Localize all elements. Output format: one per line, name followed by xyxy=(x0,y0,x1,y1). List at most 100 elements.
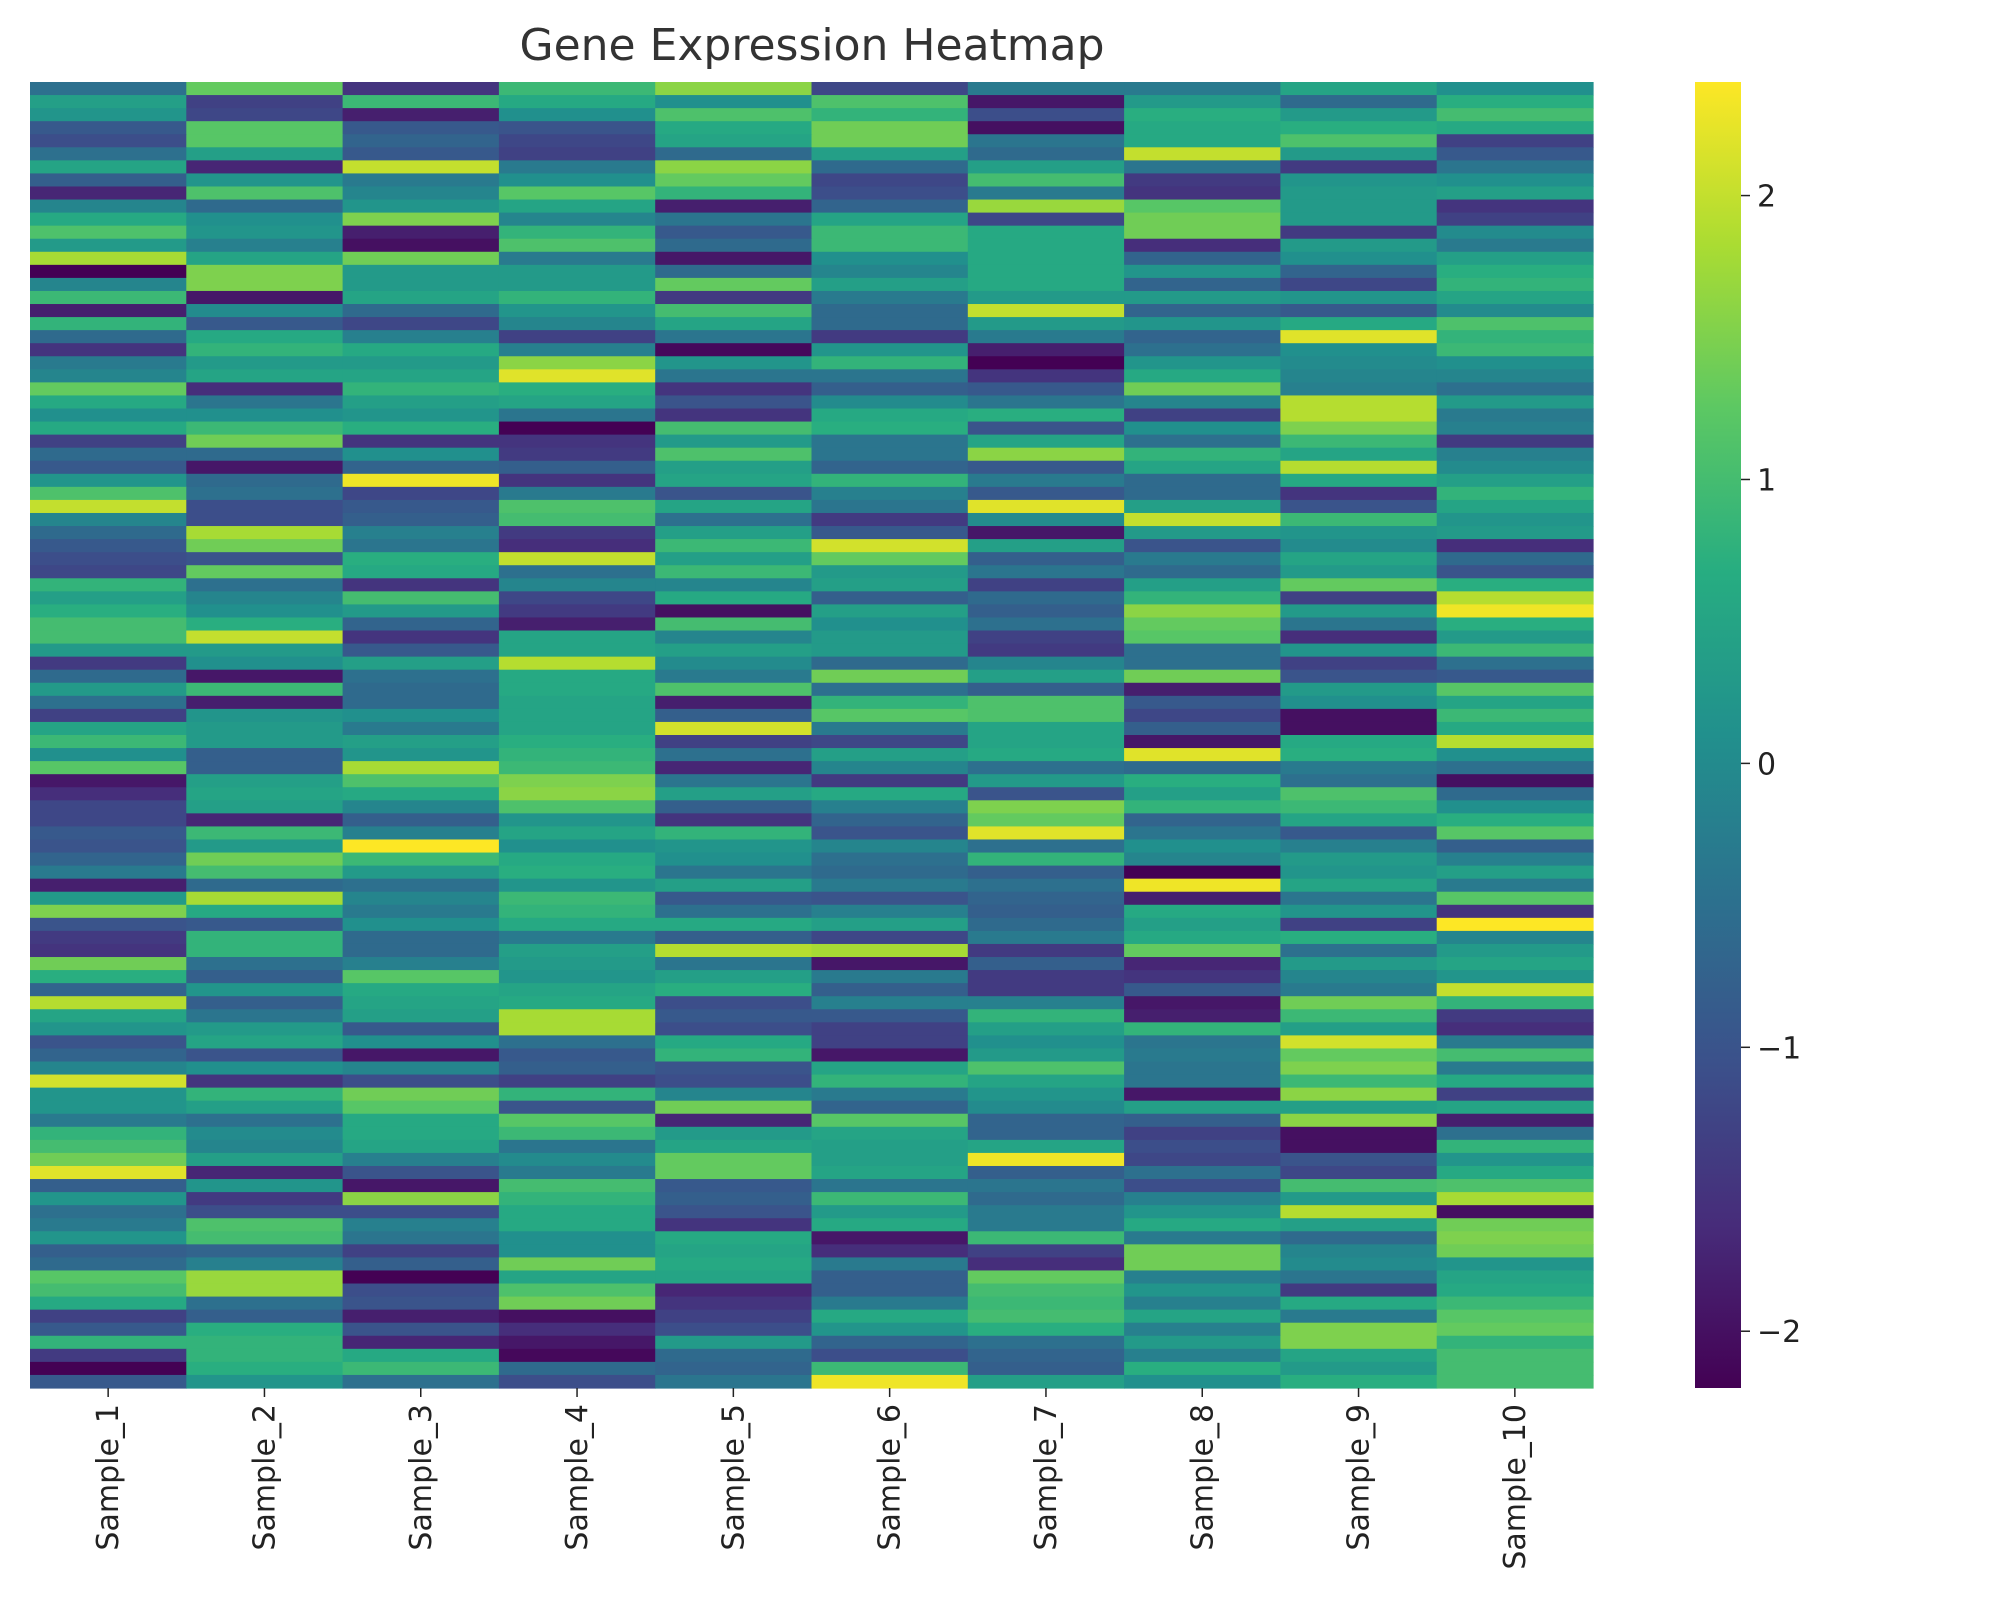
heatmap-cell xyxy=(811,774,969,788)
heatmap-cell xyxy=(1124,212,1281,227)
heatmap-cell xyxy=(655,1348,813,1363)
heatmap-cell xyxy=(1436,787,1594,801)
heatmap-cell xyxy=(1124,173,1281,188)
heatmap-cell xyxy=(342,682,500,697)
heatmap-cell xyxy=(30,839,187,854)
heatmap-cell xyxy=(811,121,969,135)
heatmap-cell xyxy=(498,1048,656,1063)
heatmap-cell xyxy=(811,82,969,96)
heatmap-cell xyxy=(186,369,344,383)
heatmap-cell xyxy=(811,1205,969,1219)
heatmap-cell xyxy=(342,1348,500,1363)
heatmap-cell xyxy=(1124,512,1281,527)
heatmap-cell xyxy=(30,761,187,775)
heatmap-cell xyxy=(498,317,656,331)
heatmap-cell xyxy=(1280,1361,1438,1376)
colorbar-tick-label: −2 xyxy=(1757,1315,1801,1350)
heatmap-cell xyxy=(1280,1165,1438,1180)
heatmap-cell xyxy=(1436,656,1594,671)
heatmap-cell xyxy=(1124,643,1281,658)
heatmap-cell xyxy=(30,1113,187,1128)
heatmap-cell xyxy=(186,957,344,971)
heatmap-cell xyxy=(30,930,187,945)
heatmap-cell xyxy=(342,486,500,501)
heatmap-cell xyxy=(186,930,344,945)
heatmap-cell xyxy=(1124,147,1281,161)
heatmap-cell xyxy=(811,617,969,632)
heatmap-cell xyxy=(1280,526,1438,540)
heatmap-cell xyxy=(498,199,656,214)
heatmap-cell xyxy=(342,761,500,775)
heatmap-cell xyxy=(30,630,187,645)
heatmap-cell xyxy=(498,748,656,762)
heatmap-cell xyxy=(1124,852,1281,867)
heatmap-cell xyxy=(967,160,1125,175)
heatmap-cell xyxy=(186,695,344,710)
heatmap-cell xyxy=(655,173,813,188)
heatmap-cell xyxy=(498,160,656,175)
heatmap-cell xyxy=(811,930,969,945)
heatmap-cell xyxy=(342,695,500,710)
heatmap-cell xyxy=(186,395,344,410)
heatmap-cell xyxy=(498,486,656,501)
heatmap-cell xyxy=(30,917,187,932)
heatmap-cell xyxy=(342,852,500,867)
heatmap-cell xyxy=(1124,1035,1281,1050)
heatmap-cell xyxy=(1280,591,1438,605)
heatmap-cell xyxy=(1280,1270,1438,1285)
heatmap-cell xyxy=(1124,1205,1281,1219)
heatmap-cell xyxy=(342,1309,500,1324)
heatmap-cell xyxy=(30,800,187,814)
heatmap-cell xyxy=(30,408,187,423)
heatmap-cell xyxy=(1436,669,1594,684)
heatmap-cell xyxy=(1436,1231,1594,1245)
heatmap-cell xyxy=(1124,721,1281,736)
heatmap-cell xyxy=(186,1348,344,1363)
heatmap-cell xyxy=(1124,1192,1281,1206)
heatmap-cell xyxy=(30,225,187,240)
heatmap-cell xyxy=(1124,290,1281,305)
heatmap-cell xyxy=(811,173,969,188)
heatmap-cell xyxy=(30,787,187,801)
heatmap-cell xyxy=(811,421,969,436)
heatmap-cell xyxy=(1280,395,1438,410)
heatmap-cell xyxy=(186,186,344,201)
heatmap-cell xyxy=(655,121,813,135)
heatmap-cell xyxy=(1436,447,1594,462)
heatmap-cell xyxy=(1436,839,1594,854)
heatmap-cell xyxy=(1436,304,1594,318)
heatmap-cell xyxy=(342,800,500,814)
heatmap-cell xyxy=(811,1244,969,1258)
heatmap-cell xyxy=(1280,904,1438,919)
heatmap-cell xyxy=(342,1165,500,1180)
heatmap-cell xyxy=(498,173,656,188)
heatmap-cell xyxy=(30,212,187,227)
heatmap-cell xyxy=(1280,669,1438,684)
heatmap-cell xyxy=(1436,147,1594,161)
heatmap-cell xyxy=(30,695,187,710)
heatmap-cell xyxy=(967,134,1125,148)
heatmap-cell xyxy=(1436,460,1594,475)
heatmap-cell xyxy=(1124,121,1281,135)
heatmap-cell xyxy=(186,473,344,488)
heatmap-cell xyxy=(30,1361,187,1376)
heatmap-cell xyxy=(186,891,344,906)
heatmap-cell xyxy=(1436,1361,1594,1376)
heatmap-cell xyxy=(1280,486,1438,501)
heatmap-cell xyxy=(1436,708,1594,723)
heatmap-cell xyxy=(1124,735,1281,749)
heatmap-cell xyxy=(498,708,656,723)
heatmap-cell xyxy=(655,996,813,1010)
heatmap-cell xyxy=(967,891,1125,906)
heatmap-cell xyxy=(1124,1074,1281,1089)
heatmap-cell xyxy=(186,356,344,370)
heatmap-cell xyxy=(967,1231,1125,1245)
heatmap-cell xyxy=(342,212,500,227)
heatmap-cell xyxy=(1280,408,1438,423)
heatmap-cell xyxy=(342,304,500,318)
heatmap-cell xyxy=(342,735,500,749)
heatmap-cell xyxy=(655,486,813,501)
heatmap-cell xyxy=(342,891,500,906)
heatmap-cell xyxy=(30,264,187,279)
heatmap-cell xyxy=(1124,82,1281,96)
